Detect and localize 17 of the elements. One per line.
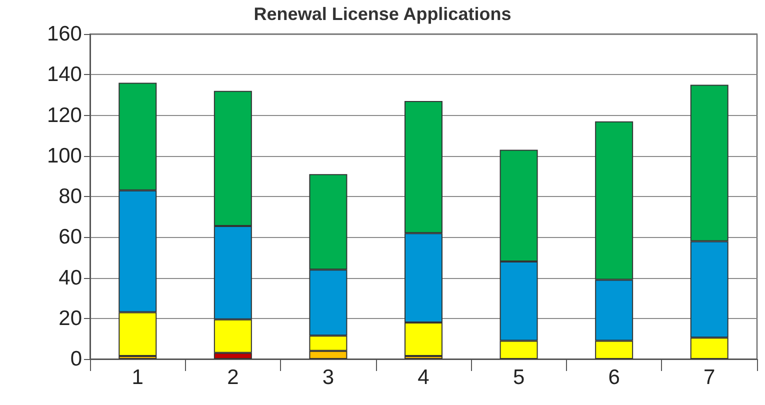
x-tick-label: 4 (418, 366, 430, 389)
x-tick-label: 3 (322, 366, 334, 389)
x-tick-label: 2 (227, 366, 239, 389)
y-tick-label: 160 (46, 22, 82, 46)
x-tick-label: 5 (512, 366, 525, 389)
y-tick-label: 100 (46, 144, 82, 168)
y-tick-label: 140 (46, 63, 82, 86)
y-tick-label: 80 (58, 185, 82, 208)
y-tick-label: 20 (58, 306, 82, 330)
y-tick-label: 120 (46, 104, 82, 127)
chart-title: Renewal License Applications (254, 4, 512, 24)
y-tick-label: 60 (58, 226, 82, 249)
x-tick-label: 1 (132, 366, 144, 389)
y-tick-label: 0 (70, 348, 82, 370)
y-tick-label: 40 (58, 266, 82, 290)
x-tick-label: 6 (608, 366, 620, 389)
x-tick-label: 7 (704, 366, 716, 389)
